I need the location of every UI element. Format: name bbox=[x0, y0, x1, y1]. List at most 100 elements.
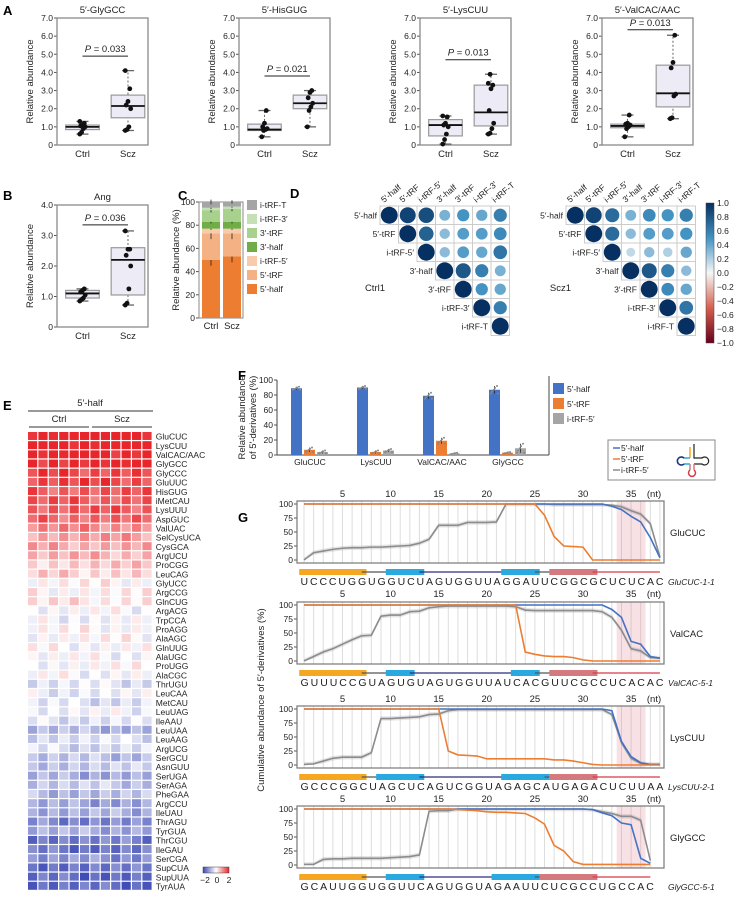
heatmap-cell bbox=[111, 551, 121, 560]
correlation-circle bbox=[380, 206, 398, 224]
heatmap-colorbar bbox=[202, 866, 230, 874]
heatmap-cell bbox=[90, 615, 100, 624]
nt-tick-label: 25 bbox=[530, 794, 541, 805]
row-label: TyrGUA bbox=[156, 826, 187, 836]
row-label: 5′-tRF bbox=[559, 229, 582, 239]
bar-segment-6 bbox=[223, 202, 241, 207]
nt-tick-label: 10 bbox=[385, 794, 396, 805]
column-label: 5′-tRF bbox=[397, 182, 421, 204]
heatmap-cell bbox=[132, 817, 142, 826]
p-value: = 0.013 bbox=[454, 48, 489, 59]
panel-letter: B bbox=[3, 188, 12, 203]
data-point bbox=[509, 451, 511, 453]
heatmap-cell bbox=[111, 615, 121, 624]
heatmap-cell bbox=[132, 670, 142, 679]
heatmap-cell bbox=[80, 459, 90, 468]
heatmap-cell bbox=[90, 432, 100, 440]
heatmap-cell bbox=[80, 432, 90, 440]
heatmap-cell bbox=[111, 790, 121, 798]
heatmap-cell bbox=[132, 881, 142, 890]
row-label: 3′-half bbox=[410, 266, 433, 276]
cumulative-plot-glucuc: 0 25 50 75 100 GluCUC UCCCUGGUGGUCUAGUGGUUAGGA… bbox=[279, 499, 715, 588]
heatmap-cell bbox=[80, 744, 90, 753]
heatmap-cell bbox=[100, 606, 110, 615]
heatmap-cell bbox=[38, 725, 48, 734]
heatmap-cell bbox=[69, 643, 79, 652]
row-label: 5′-tRF bbox=[373, 229, 396, 239]
x-tick-label: Ctrl bbox=[257, 149, 272, 160]
heatmap-cell bbox=[80, 523, 90, 532]
heatmap-cell bbox=[48, 661, 58, 670]
data-point bbox=[442, 137, 447, 142]
heatmap-cell bbox=[111, 817, 121, 826]
heatmap-cell bbox=[48, 679, 58, 688]
data-point bbox=[490, 82, 496, 88]
x-tick-label: Scz bbox=[120, 331, 136, 342]
correlation-matrix-ctrl1: 5′-half5′-half5′-tRF5′-tRFi-tRF-5′i-tRF-… bbox=[354, 179, 517, 336]
nt-tick-label: 20 bbox=[481, 589, 492, 600]
row-label: GlyGCC bbox=[156, 459, 188, 469]
heatmap-cell bbox=[111, 588, 121, 597]
heatmap-cell bbox=[28, 633, 38, 642]
heatmap-cell bbox=[48, 762, 58, 771]
correlation-circle bbox=[493, 245, 508, 260]
data-point bbox=[437, 442, 439, 445]
heatmap-cell bbox=[111, 578, 121, 587]
correlation-circle bbox=[640, 280, 658, 298]
row-label: LeuCAA bbox=[156, 689, 188, 699]
correlation-circle bbox=[457, 246, 470, 259]
data-point bbox=[441, 438, 443, 441]
heatmap-cell bbox=[38, 845, 48, 854]
row-label: i-tRF-5′ bbox=[386, 247, 414, 257]
heatmap-cell bbox=[90, 569, 100, 578]
data-point bbox=[668, 65, 674, 71]
heatmap-cell bbox=[132, 689, 142, 698]
heatmap-cell bbox=[100, 835, 110, 844]
heatmap-cell bbox=[100, 780, 110, 789]
heatmap-cell bbox=[132, 459, 142, 468]
y-tick-label: 100 bbox=[279, 704, 293, 714]
heatmap-cell bbox=[28, 707, 38, 716]
heatmap-cell bbox=[48, 808, 58, 817]
heatmap-cell bbox=[100, 652, 110, 661]
structure-stem bbox=[299, 569, 367, 575]
legend-label: 3′-tRF bbox=[260, 228, 283, 238]
heatmap-cell bbox=[80, 753, 90, 762]
heatmap-cell bbox=[142, 432, 152, 440]
correlation-circle bbox=[659, 299, 677, 317]
nt-axis-2: 5 10 15 20 25 30 35 (nt) bbox=[340, 694, 661, 705]
heatmap-cell bbox=[121, 698, 131, 707]
heatmap-cell bbox=[28, 441, 38, 450]
heatmap-cell bbox=[111, 487, 121, 496]
heatmap-cell bbox=[69, 615, 79, 624]
heatmap-cell bbox=[38, 771, 48, 780]
data-point bbox=[443, 120, 448, 126]
heatmap: 5′-half Ctrl Scz GluCUCLysCUUValCAC/AACGlyG… bbox=[28, 398, 232, 892]
colorbar-tick-label: −0.4 bbox=[717, 296, 734, 306]
heatmap-cell bbox=[69, 661, 79, 670]
data-point bbox=[504, 452, 506, 455]
y-tick-label: 0 bbox=[593, 140, 598, 150]
heatmap-cell bbox=[80, 560, 90, 569]
heatmap-cell bbox=[28, 615, 38, 624]
heatmap-cell bbox=[28, 643, 38, 652]
heatmap-cell bbox=[111, 542, 121, 551]
data-point bbox=[522, 442, 524, 445]
heatmap-cell bbox=[142, 799, 152, 808]
legend-swatch bbox=[247, 256, 257, 266]
correlation-circle bbox=[679, 300, 694, 315]
heatmap-cell bbox=[132, 652, 142, 661]
heatmap-cell bbox=[48, 477, 58, 486]
row-label: GluCUC bbox=[156, 432, 188, 442]
heatmap-cell bbox=[28, 569, 38, 578]
p-symbol: P bbox=[448, 48, 455, 59]
heatmap-cell bbox=[90, 450, 100, 459]
data-point bbox=[309, 88, 315, 93]
heatmap-cell bbox=[80, 643, 90, 652]
data-point bbox=[444, 442, 446, 445]
trna-label: ValCAC bbox=[670, 629, 703, 640]
nt-tick-label: 20 bbox=[481, 694, 492, 705]
heatmap-cell bbox=[132, 468, 142, 477]
heatmap-cell bbox=[80, 542, 90, 551]
heatmap-cell bbox=[132, 496, 142, 505]
